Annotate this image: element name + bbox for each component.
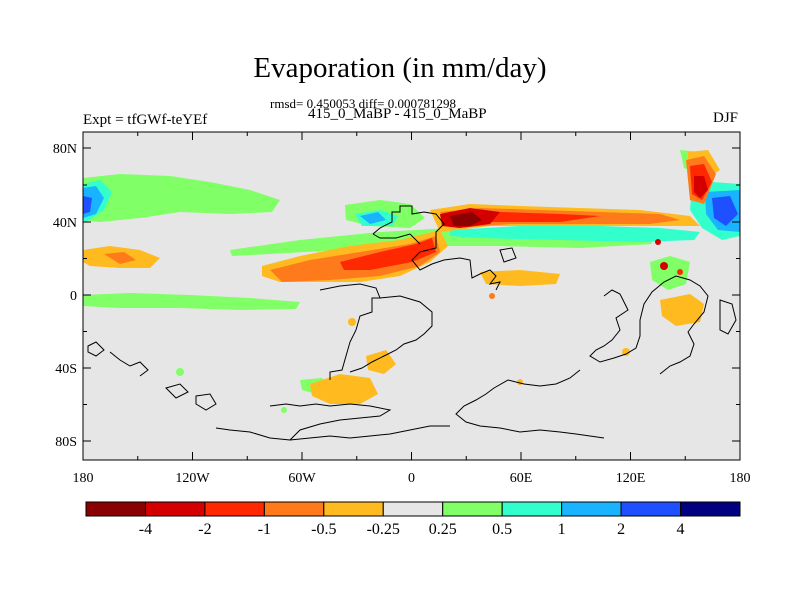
colorbar-label: -4 <box>139 521 152 538</box>
coastline-path <box>349 295 433 373</box>
x-tick-label: 120W <box>175 471 210 486</box>
coastline-path <box>455 369 605 439</box>
colorbar-swatch <box>144 501 206 517</box>
contour-negative-band <box>660 294 704 326</box>
coastline-path <box>109 351 149 377</box>
colorbar-label: -0.5 <box>311 521 336 538</box>
axis-ticks: 80N 40N 0 40S 80S 180 120W 60W 0 60E 120E 180 <box>53 132 751 486</box>
stats-text: rmsd= 0.450053 diff= 0.000781298 <box>270 96 456 111</box>
y-tick-label: 80N <box>53 142 77 157</box>
contour-positive-band <box>83 293 300 310</box>
coastline-path <box>589 275 709 375</box>
contour-negative-band <box>104 252 136 264</box>
colorbar-label: 0.5 <box>492 521 512 538</box>
contour-layer <box>83 150 740 413</box>
coastline-path <box>195 393 217 411</box>
colorbar-swatch <box>561 501 622 517</box>
y-tick-label: 80S <box>55 435 77 450</box>
colorbar-swatch <box>442 501 503 517</box>
colorbar-label: 4 <box>677 521 685 538</box>
contour-negative-band <box>366 350 396 374</box>
coastline-path <box>165 383 189 399</box>
colorbar-swatch <box>85 501 146 517</box>
contour-spot <box>489 293 495 299</box>
coastline-path <box>719 299 737 335</box>
colorbar-swatch <box>204 501 265 517</box>
colorbar-swatch <box>263 501 325 517</box>
y-tick-label: 40S <box>55 362 77 377</box>
x-tick-label: 180 <box>730 471 751 486</box>
colorbar-swatch <box>323 501 384 517</box>
x-tick-label: 120E <box>616 471 646 486</box>
contour-positive-band <box>650 256 690 290</box>
colorbar-swatch <box>620 501 682 517</box>
colorbar-label: -2 <box>198 521 211 538</box>
contour-spot <box>677 269 683 275</box>
colorbar-label: 0.25 <box>429 521 457 538</box>
period-label: 415_0_MaBP - 415_0_MaBP <box>308 106 487 122</box>
coastline-path <box>499 247 517 263</box>
contour-spot <box>622 348 630 356</box>
coastline-path <box>319 283 381 380</box>
contour-spot <box>176 368 184 376</box>
colorbar: -4 -2 -1 -0.5 -0.25 0.25 0.5 1 2 4 <box>85 501 741 538</box>
coastline-path <box>269 403 392 441</box>
coastline-layer <box>87 205 737 441</box>
contour-negative-band <box>310 374 378 404</box>
contour-positive-band <box>450 226 700 242</box>
x-tick-label: 60W <box>288 471 316 486</box>
contour-positive-band <box>360 212 386 224</box>
y-tick-label: 0 <box>70 289 77 304</box>
coastline-path <box>372 233 421 245</box>
contour-positive-band <box>83 174 280 222</box>
x-tick-label: 0 <box>408 471 415 486</box>
season-label: DJF <box>712 110 738 126</box>
contour-spot <box>281 407 287 413</box>
coastline-path <box>215 425 450 441</box>
contour-negative-band <box>450 212 482 226</box>
colorbar-swatch <box>382 501 444 517</box>
contour-positive-band <box>83 196 92 214</box>
contour-positive-band <box>712 196 738 226</box>
contour-negative-band <box>340 238 436 270</box>
coastline-path <box>372 205 501 291</box>
map-title: Evaporation (in mm/day) <box>253 52 547 84</box>
contour-negative-band <box>694 176 708 198</box>
experiment-label: Expt = tfGWf-teYEf <box>83 112 208 128</box>
y-tick-label: 40N <box>53 216 77 231</box>
colorbar-label: 1 <box>558 521 566 538</box>
colorbar-label: -1 <box>258 521 271 538</box>
colorbar-swatch <box>501 501 563 517</box>
coastline-path <box>87 341 105 357</box>
x-tick-label: 60E <box>510 471 533 486</box>
colorbar-label: -0.25 <box>367 521 400 538</box>
contour-spot <box>655 239 661 245</box>
x-tick-label: 180 <box>73 471 94 486</box>
colorbar-swatch <box>680 501 741 517</box>
colorbar-label: 2 <box>617 521 625 538</box>
contour-spot <box>660 262 668 270</box>
contour-spot <box>348 318 356 326</box>
